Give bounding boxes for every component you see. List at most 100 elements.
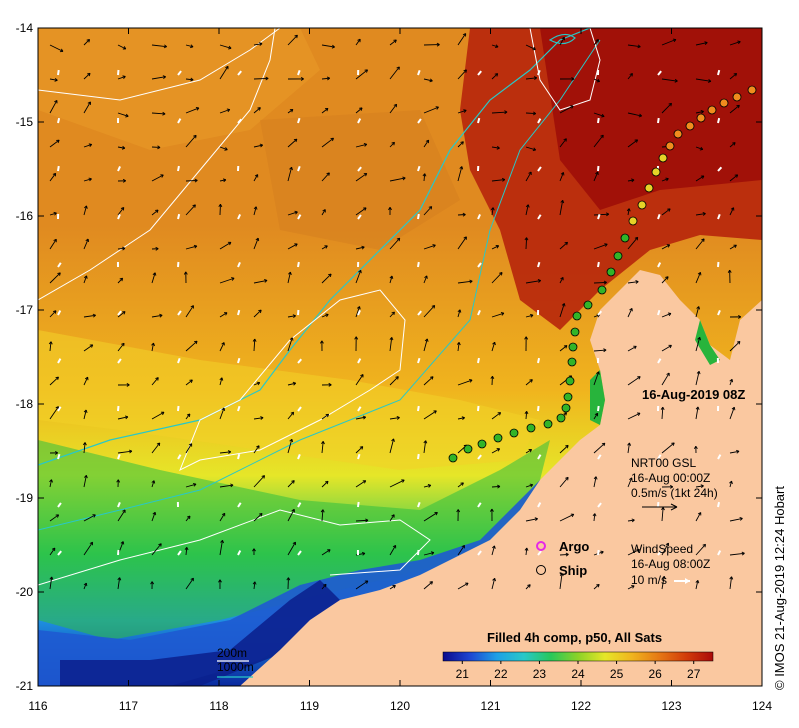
current-vector (491, 485, 500, 488)
current-vector (83, 442, 86, 454)
current-vector (83, 344, 94, 352)
ship-track-point (651, 167, 661, 177)
wind-arrow (237, 405, 241, 412)
current-vector (287, 109, 294, 114)
y-axis: -14 -15 -16 -17 -18 -19 -20 -21 (16, 21, 762, 693)
current-vector (661, 78, 678, 82)
current-vector (389, 311, 395, 318)
current-vector (695, 512, 702, 522)
current-vector (83, 178, 92, 182)
wind-arrow (177, 405, 180, 412)
current-vector (151, 209, 159, 216)
wind-arrow (537, 550, 542, 556)
current-vector (491, 73, 498, 80)
current-vector (423, 512, 438, 522)
current-vector (253, 581, 256, 590)
current-vector (627, 345, 637, 352)
current-vector (321, 413, 329, 420)
current-vector (559, 172, 564, 182)
colorbar-tick-label: 26 (648, 667, 662, 681)
wind-arrow (477, 310, 481, 316)
current-vector (49, 78, 58, 81)
wind-arrow (297, 550, 302, 556)
wind-arrow (477, 214, 481, 220)
current-vector (321, 273, 332, 284)
ship-track-point (644, 183, 654, 193)
wind-arrow (477, 70, 482, 76)
current-vector (49, 139, 60, 148)
current-vector (457, 166, 463, 182)
current-vector (389, 177, 406, 182)
current-vector (593, 584, 600, 590)
wind-arrow (597, 405, 600, 412)
current-vector (525, 237, 528, 250)
current-vector (355, 143, 367, 148)
current-vector (151, 44, 167, 48)
current-vector (525, 547, 528, 556)
wind-arrow (57, 502, 62, 508)
wind-arrow (717, 550, 722, 556)
current-vector (559, 241, 568, 250)
current-vector (117, 146, 125, 149)
current-vector (321, 108, 329, 114)
current-vector (423, 275, 428, 284)
current-vector (423, 338, 428, 352)
colorbar-tick-label: 24 (571, 667, 585, 681)
current-vector (559, 303, 565, 318)
current-vector (627, 73, 633, 80)
wind-arrow (417, 357, 421, 364)
wind-arrow (57, 453, 61, 460)
current-vector (355, 207, 367, 216)
current-vector (355, 173, 368, 182)
wind-arrow (417, 165, 421, 172)
current-vector (389, 438, 395, 454)
current-vector (219, 451, 231, 454)
current-vector (695, 580, 699, 590)
current-vector (593, 243, 608, 250)
current-vector (695, 78, 711, 82)
current-vector (491, 578, 496, 590)
current-vector (49, 310, 57, 318)
wind-arrow (237, 453, 241, 460)
product-title: Filled 4h comp, p50, All Sats (487, 630, 662, 645)
wind-arrow (537, 502, 542, 508)
current-vector (355, 519, 369, 522)
wind-arrow (357, 501, 360, 508)
current-vector (219, 179, 226, 182)
wind-arrow (297, 69, 301, 76)
current-vector (661, 542, 669, 556)
current-vector (457, 33, 467, 46)
current-vector (729, 379, 733, 386)
current-vector (423, 305, 436, 318)
ship-track-point (628, 216, 638, 226)
current-vector (355, 107, 363, 114)
current-vector (729, 104, 740, 114)
current-vector (185, 547, 188, 556)
current-vector (321, 480, 329, 488)
current-vector (151, 314, 163, 318)
wind-arrow (57, 117, 61, 124)
wind-arrow (57, 358, 62, 364)
current-vector (457, 109, 467, 114)
current-vector (491, 179, 505, 182)
current-vector (525, 314, 534, 318)
wind-arrow (177, 118, 182, 124)
x-tick-label: 119 (300, 699, 319, 713)
wind-arrow (477, 454, 482, 460)
current-vector (83, 101, 91, 114)
current-vector (117, 416, 129, 420)
current-vector (729, 341, 741, 352)
current-vector (389, 514, 395, 522)
wind-arrow (597, 549, 600, 556)
wind-arrow (357, 358, 362, 364)
current-vector (355, 416, 366, 420)
ship-track-point (685, 121, 695, 131)
current-vector (593, 349, 607, 352)
current-vector (593, 442, 606, 454)
wind-arrow (477, 405, 480, 412)
wind-arrow (597, 117, 600, 124)
current-vector (695, 213, 706, 216)
wind-arrow (297, 214, 302, 220)
current-vector (593, 78, 600, 82)
current-vector (49, 341, 52, 352)
